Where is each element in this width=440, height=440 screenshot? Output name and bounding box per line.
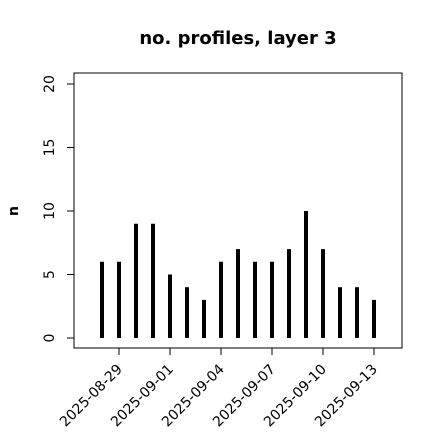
- y-tick-label: 15: [42, 139, 58, 157]
- y-tick-label: 5: [42, 270, 58, 279]
- y-axis-label: n: [6, 206, 22, 216]
- y-tick-label: 20: [42, 75, 58, 93]
- y-tick-label: 10: [42, 202, 58, 220]
- y-tick-label: 0: [42, 334, 58, 343]
- chart-title: no. profiles, layer 3: [139, 28, 336, 49]
